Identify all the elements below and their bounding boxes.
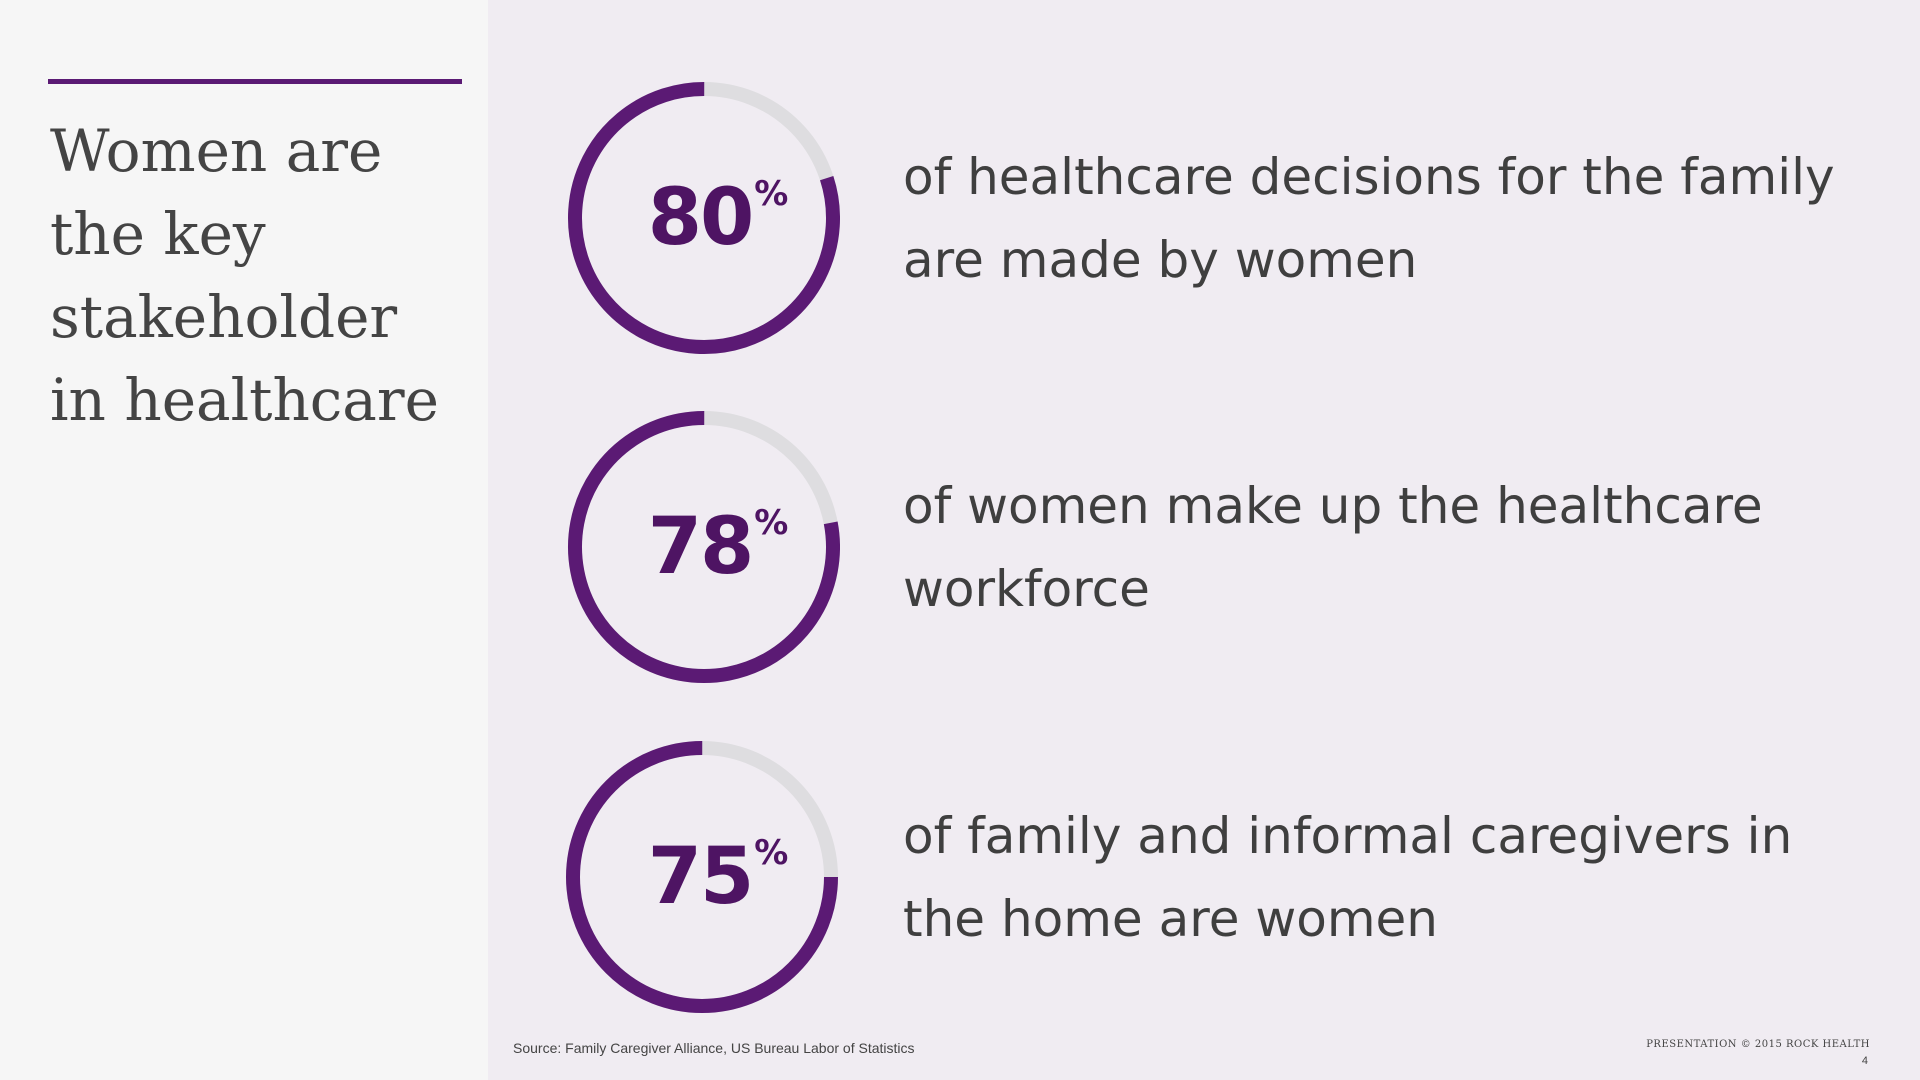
stat-value-3: 75 — [647, 832, 755, 922]
stat-unit-2: % — [754, 503, 789, 543]
page-number: 4 — [1861, 1055, 1868, 1067]
headline: Women are the key stakeholder in healthc… — [50, 117, 439, 434]
stat-text-3: of family and informal caregivers in the… — [903, 807, 1793, 948]
stat-value-2: 78 — [647, 502, 755, 592]
source-note: Source: Family Caregiver Alliance, US Bu… — [513, 1040, 915, 1056]
stat-value-1: 80 — [647, 173, 755, 263]
donut-svg-2 — [568, 411, 840, 683]
stat-row-3: 75% of family and informal caregivers in… — [560, 737, 1900, 1017]
stat-row-2: 78% of women make up the healthcare work… — [560, 407, 1900, 687]
stat-text-2: of women make up the healthcare workforc… — [903, 477, 1763, 618]
stat-text-1: of healthcare decisions for the family a… — [903, 148, 1835, 289]
donut-ring-3: 75% — [560, 737, 840, 1017]
copyright: Presentation © 2015 Rock Health — [1646, 1039, 1870, 1050]
stat-unit-3: % — [754, 833, 789, 873]
donut-svg-3 — [566, 741, 838, 1013]
stat-row-1: 80% of healthcare decisions for the fami… — [560, 78, 1900, 358]
accent-rule — [48, 79, 462, 84]
left-panel: Women are the key stakeholder in healthc… — [0, 0, 488, 1080]
ring-bar-3 — [566, 741, 838, 1013]
stat-unit-1: % — [754, 174, 789, 214]
donut-ring-2: 78% — [560, 407, 840, 687]
donut-ring-1: 80% — [560, 78, 840, 358]
donut-svg-1 — [568, 82, 840, 354]
ring-bar-1 — [568, 82, 840, 354]
